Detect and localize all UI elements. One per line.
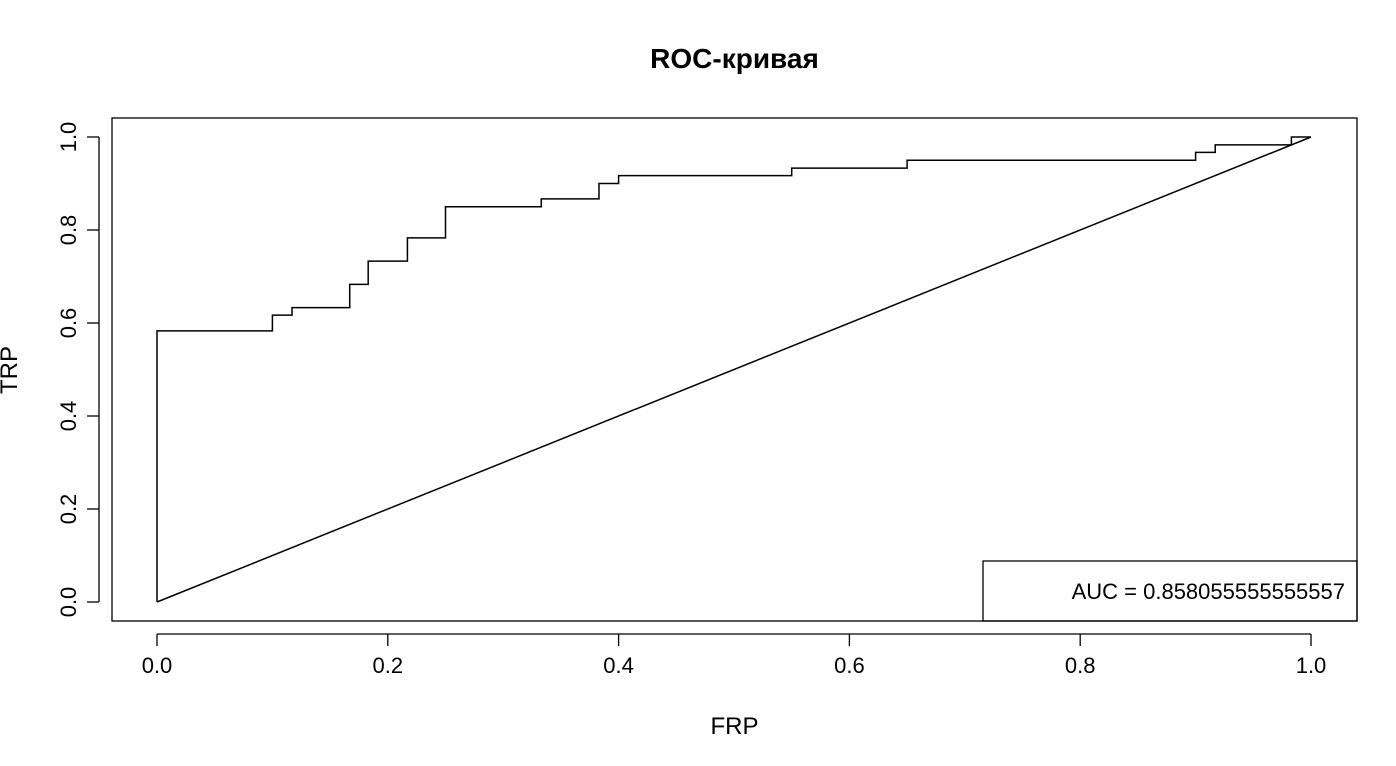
x-tick-label: 0.0 — [142, 653, 173, 678]
legend: AUC = 0.858055555555557 — [982, 560, 1358, 622]
roc-curve-line — [156, 136, 1311, 602]
y-tick-label: 1.0 — [56, 122, 81, 153]
y-tick-label: 0.2 — [56, 494, 81, 525]
y-axis: 0.0 0.2 0.4 0.6 0.8 1.0 — [56, 122, 100, 618]
y-tick-label: 0.4 — [56, 401, 81, 432]
y-tick-label: 0.6 — [56, 308, 81, 339]
chart-title: ROC-кривая — [650, 43, 819, 74]
x-tick-label: 0.2 — [373, 653, 404, 678]
x-tick-label: 0.6 — [834, 653, 865, 678]
diagonal-reference-line — [156, 136, 1312, 603]
x-tick-label: 0.8 — [1065, 653, 1096, 678]
x-axis-label: FRP — [711, 713, 759, 740]
y-axis-label: TRP — [0, 346, 23, 394]
y-tick-label: 0.8 — [56, 215, 81, 246]
legend-text: AUC = 0.858055555555557 — [1072, 579, 1345, 604]
series-layer — [156, 136, 1312, 603]
x-tick-label: 0.4 — [603, 653, 634, 678]
legend-box — [982, 560, 1358, 622]
plot-frame — [111, 117, 1358, 622]
x-axis: 0.0 0.2 0.4 0.6 0.8 1.0 — [142, 633, 1327, 678]
y-tick-label: 0.0 — [56, 587, 81, 618]
x-tick-label: 1.0 — [1296, 653, 1327, 678]
